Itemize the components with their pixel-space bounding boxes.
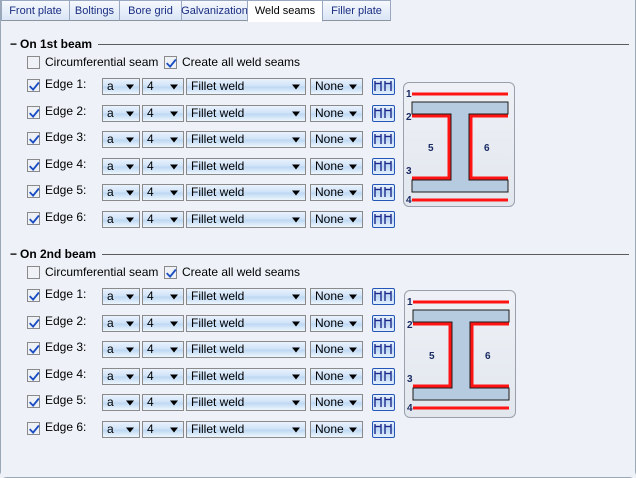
svg-text:6: 6 xyxy=(485,351,491,362)
svg-text:1: 1 xyxy=(406,89,412,100)
svg-text:5: 5 xyxy=(428,143,434,154)
svg-text:2: 2 xyxy=(407,320,413,331)
svg-text:1: 1 xyxy=(407,297,413,308)
svg-text:3: 3 xyxy=(406,166,412,177)
svg-text:6: 6 xyxy=(484,143,490,154)
svg-text:4: 4 xyxy=(406,195,412,206)
svg-text:5: 5 xyxy=(429,351,435,362)
svg-text:3: 3 xyxy=(407,374,413,385)
svg-text:4: 4 xyxy=(407,403,413,414)
svg-text:2: 2 xyxy=(406,112,412,123)
